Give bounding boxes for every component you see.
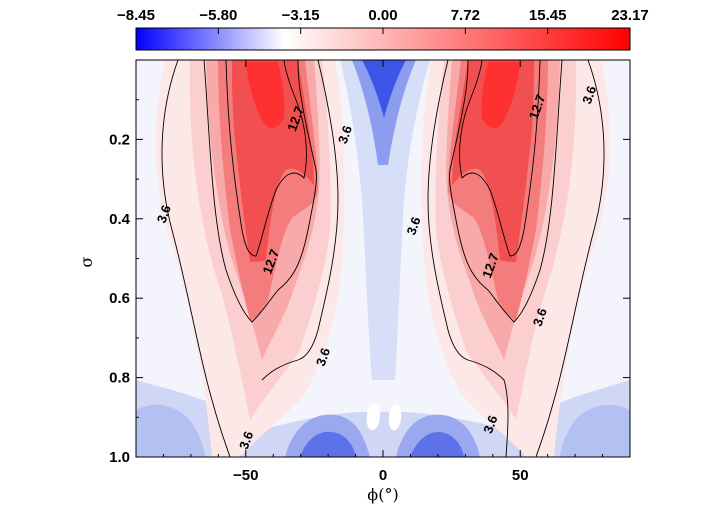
contour-12.7-south-inner	[225, 60, 307, 257]
y-tick-label: 1.0	[109, 449, 130, 466]
y-tick-label: 0.4	[109, 211, 131, 228]
colorbar-tick-label: 15.45	[529, 7, 567, 24]
y-axis-label: σ	[77, 256, 96, 267]
equatorial-easterlies-region	[340, 60, 430, 380]
surface-easterlies-north-core-inner	[410, 432, 464, 457]
contour-label: 3.6	[480, 413, 500, 435]
equatorial-lobe-right	[388, 404, 402, 431]
x-tick-label: −50	[233, 467, 258, 484]
x-tick-label: 0	[379, 467, 387, 484]
contour-label: 3.6	[530, 306, 550, 328]
colorbar-ticks: −8.45 −5.80 −3.15 0.00 7.72 15.45 23.17	[117, 7, 649, 34]
plot-area: 3.612.73.612.73.63.612.7 3.63.612.73.63.6	[136, 60, 630, 457]
contour-label: 3.6	[403, 215, 423, 237]
southern-jet-core	[246, 62, 285, 129]
equatorial-lobe-left	[366, 404, 381, 431]
y-tick-label: 0.2	[109, 131, 130, 148]
contour-3.6-north-inner	[427, 60, 509, 457]
colorbar: −8.45 −5.80 −3.15 0.00 7.72 15.45 23.17	[117, 7, 649, 51]
contour-label: 3.6	[236, 429, 256, 451]
southern-jet-level-5	[232, 60, 314, 262]
colorbar-tick-label: 7.72	[451, 7, 480, 24]
x-axis-ticks: −50 0 50	[162, 60, 604, 484]
surface-easterlies-region	[136, 380, 630, 457]
x-axis-label: ϕ(°)	[367, 485, 398, 504]
contour-lines	[161, 60, 605, 457]
contour-label: 3.6	[579, 84, 599, 106]
contour-12.7-north-inner	[459, 60, 541, 257]
colorbar-tick-label: −5.80	[199, 7, 237, 24]
contour-12.7-north-outer	[449, 60, 563, 323]
surface-easterlies-south-core-inner	[300, 431, 356, 457]
colorbar-tick-label: −3.15	[282, 7, 320, 24]
colorbar-tick-label: 0.00	[368, 7, 397, 24]
x-tick-label: 50	[512, 467, 529, 484]
y-tick-label: 0.6	[109, 290, 130, 307]
contour-label: 3.6	[335, 124, 355, 146]
contour-3.6-south-inner	[261, 60, 339, 381]
y-tick-label: 0.8	[109, 370, 130, 387]
contour-3.6-north	[535, 60, 605, 457]
equatorial-easterlies-core-inner	[362, 60, 406, 118]
contour-label: 3.6	[313, 346, 333, 368]
surface-southern-flank-negative	[136, 404, 205, 457]
northern-jet-level-5	[452, 60, 534, 262]
surface-northern-flank-negative	[560, 404, 630, 457]
northern-jet-core	[481, 62, 520, 129]
contour-12.7-south-outer	[203, 60, 317, 323]
colorbar-tick-label: 23.17	[611, 7, 649, 24]
contour-label: 3.6	[154, 203, 174, 225]
y-axis-ticks: 0.2 0.4 0.6 0.8 1.0	[109, 99, 630, 466]
colorbar-tick-label: −8.45	[117, 7, 155, 24]
contour-3.6-south	[161, 60, 231, 457]
